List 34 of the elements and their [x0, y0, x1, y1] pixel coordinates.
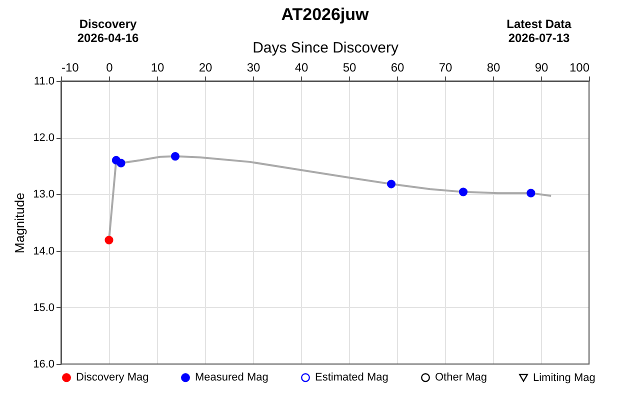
x-tick-label: 50 — [342, 60, 356, 74]
x-tick-label: 30 — [246, 60, 260, 74]
legend-label: Other Mag — [435, 372, 487, 384]
legend-label: Estimated Mag — [315, 372, 388, 384]
legend-label: Measured Mag — [195, 372, 268, 384]
x-tick-label: 70 — [438, 60, 452, 74]
y-tick-label: 15.0 — [33, 302, 54, 314]
text: Discovery 2026-04-16 — [77, 17, 140, 45]
point — [386, 180, 396, 188]
y-tick-label: 13.0 — [33, 188, 54, 201]
point — [104, 236, 114, 244]
point — [526, 188, 536, 198]
point — [116, 158, 126, 168]
y-axis-title: Magnitude — [12, 192, 28, 254]
legend-label: Discovery Mag — [76, 372, 149, 384]
x-tick-label: 20 — [198, 60, 212, 74]
x-axis-title: Days Since Discovery — [252, 40, 399, 56]
y-tick-label: 16.0 — [33, 358, 54, 370]
y-tick-label: 14.0 — [33, 245, 54, 258]
x-tick-label: 80 — [486, 60, 500, 74]
legend-label: Limiting Mag — [533, 372, 596, 384]
chart-title: AT2026juw — [281, 5, 370, 24]
x-tick-label: 90 — [534, 60, 548, 74]
point — [458, 188, 468, 196]
x-tick-label: 100 — [569, 60, 590, 74]
point — [170, 152, 180, 161]
y-tick-label: 11.0 — [34, 76, 54, 88]
y-tick-label: 12.0 — [33, 132, 54, 144]
x-tick-label: 60 — [390, 60, 404, 74]
text: Latest Data 2026-07-13 — [506, 17, 572, 45]
x-tick-label: 10 — [150, 60, 164, 74]
x-tick-label: 40 — [294, 60, 308, 74]
x-tick-label: -10 — [62, 60, 80, 74]
x-tick-label: 0 — [106, 60, 114, 74]
